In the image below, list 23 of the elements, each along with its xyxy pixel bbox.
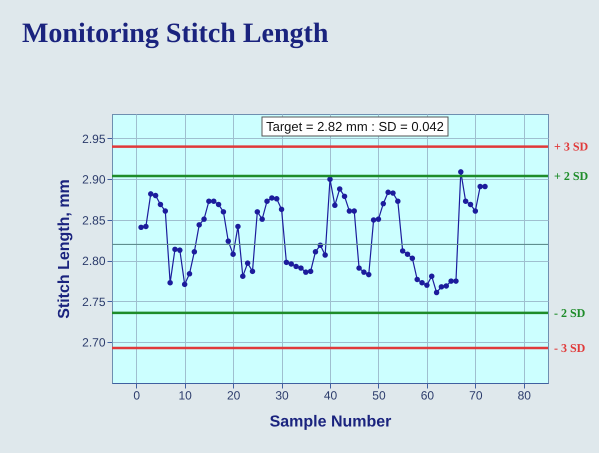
y-tick-label: 2.75 bbox=[82, 294, 106, 309]
ref-line-label: - 2 SD bbox=[554, 306, 586, 320]
ref-line-label: + 3 SD bbox=[554, 140, 589, 154]
ref-line-label: - 3 SD bbox=[554, 340, 586, 355]
x-tick-label: 50 bbox=[372, 388, 386, 402]
y-tick-label: 2.80 bbox=[82, 254, 106, 268]
x-tick-label: 60 bbox=[420, 388, 434, 402]
chart-title: Monitoring Stitch Length bbox=[22, 18, 329, 49]
x-tick-label: 20 bbox=[226, 388, 241, 402]
x-tick-label: 70 bbox=[469, 388, 483, 402]
x-tick-label: 30 bbox=[275, 388, 290, 402]
y-tick-label: 2.70 bbox=[82, 336, 106, 350]
x-tick-label: 80 bbox=[518, 388, 532, 402]
x-tick-label: 40 bbox=[324, 388, 338, 402]
ref-line-label: + 2 SD bbox=[554, 168, 589, 183]
y-axis-title: Stitch Length, mm bbox=[56, 179, 74, 319]
y-tick-label: 2.85 bbox=[82, 213, 106, 228]
x-axis-title: Sample Number bbox=[270, 414, 392, 430]
x-tick-label: 10 bbox=[178, 388, 192, 402]
y-tick-label: 2.90 bbox=[82, 172, 106, 187]
y-tick-label: 2.95 bbox=[82, 132, 106, 146]
annotation: Target = 2.82 mm : SD = 0.042 bbox=[266, 119, 444, 134]
x-tick-label: 0 bbox=[133, 388, 140, 402]
